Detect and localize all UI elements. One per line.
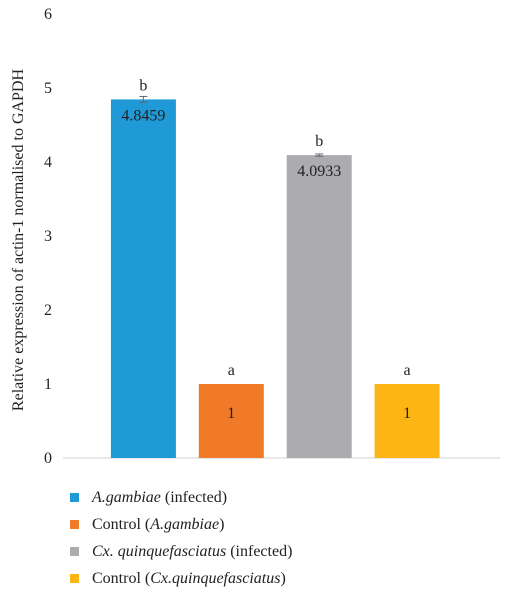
legend-swatch [70,520,79,529]
legend-item: Control (A.gambiae) [70,511,292,538]
y-axis-label: Relative expression of actin-1 normalise… [10,68,27,411]
legend-label: Control (Cx.quinquefasciatus) [92,569,286,587]
legend-swatch [70,493,79,502]
legend-label: Cx. quinquefasciatus (infected) [92,542,293,560]
significance-letter: a [228,362,235,379]
data-label: 1 [403,405,411,422]
y-tick-label: 2 [44,302,52,319]
y-tick-label: 0 [44,450,52,467]
bar [110,99,176,459]
y-tick-label: 5 [44,80,52,97]
legend-item: A.gambiae (infected) [70,484,292,511]
legend-label: Control (A.gambiae) [92,515,225,533]
legend-item: Cx. quinquefasciatus (infected) [70,538,292,565]
data-label: 4.8459 [121,107,165,124]
bar-chart: Relative expression of actin-1 normalise… [10,6,500,467]
significance-letter: b [139,77,147,94]
bar [198,384,264,458]
y-tick-label: 6 [44,6,52,23]
data-label: 1 [227,405,235,422]
bars [110,95,440,459]
y-tick-label: 4 [44,154,52,171]
legend-swatch [70,574,79,583]
legend-swatch [70,547,79,556]
legend-item: Control (Cx.quinquefasciatus) [70,565,292,592]
y-tick-label: 3 [44,228,52,245]
bar [286,155,352,458]
data-label: 4.0933 [297,163,341,180]
bar-labels: 4.8459 b 1 a 4.0933 b 1 a [121,77,411,422]
significance-letter: b [315,133,323,150]
y-tick-label: 1 [44,376,52,393]
bar [374,384,440,458]
legend: A.gambiae (infected) Control (A.gambiae)… [70,484,292,592]
legend-label: A.gambiae (infected) [92,488,228,506]
significance-letter: a [404,362,411,379]
